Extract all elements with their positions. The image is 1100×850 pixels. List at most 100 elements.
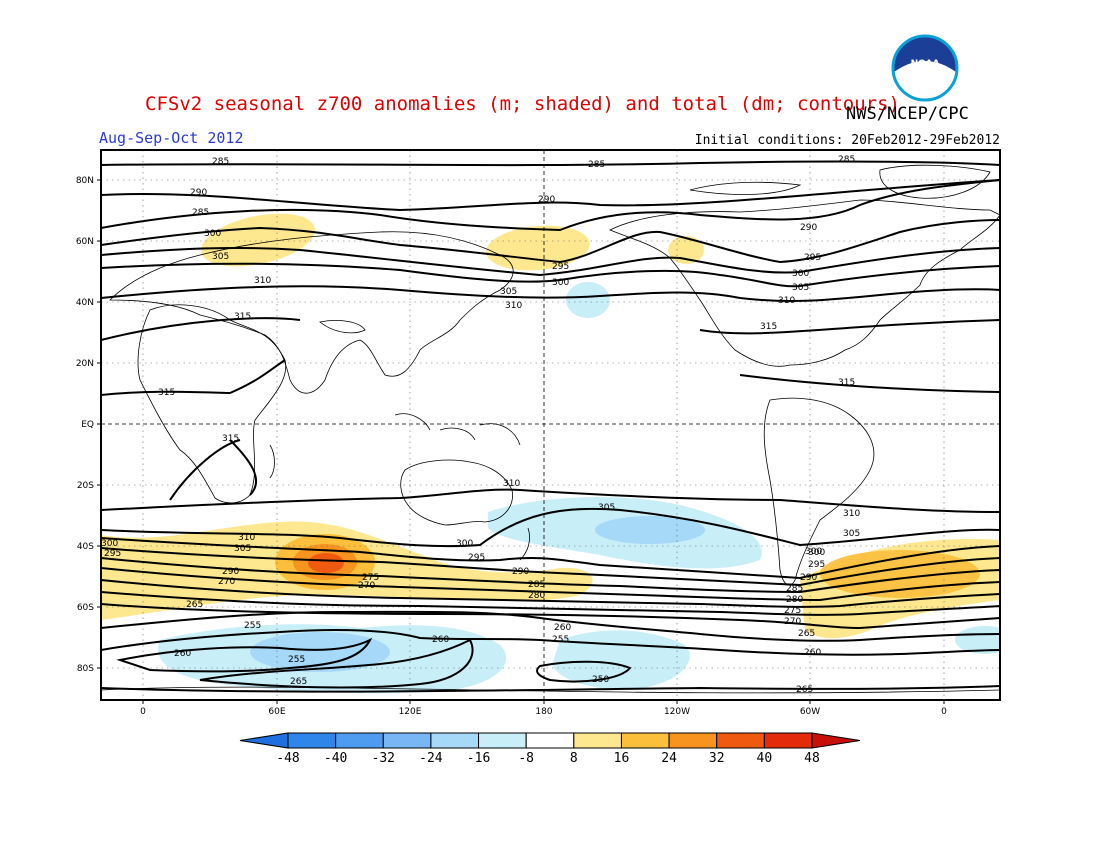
lat-ticks	[97, 179, 101, 669]
contour-label: 260	[174, 649, 191, 659]
contour-label: 285	[838, 155, 855, 165]
colorbar-label: 48	[804, 751, 820, 766]
contour-label: 310	[505, 301, 522, 311]
contour-label: 255	[552, 635, 569, 645]
lon-label: 120E	[399, 707, 422, 717]
lat-label: 20N	[76, 359, 94, 369]
lon-label: 0	[941, 707, 947, 717]
longitude-labels: 0 60E 120E 180 120W 60W 0	[140, 707, 947, 717]
colorbar-swatch	[430, 732, 480, 749]
figure-title: CFSv2 seasonal z700 anomalies (m; shaded…	[145, 93, 900, 115]
colorbar-swatch	[525, 732, 575, 749]
contour-label: 285	[192, 208, 209, 218]
contour-label: 285	[786, 584, 803, 594]
colorbar-label: -40	[324, 751, 347, 766]
lon-label: 120W	[664, 707, 690, 717]
contour-label: 300	[808, 548, 825, 558]
contour-label: 250	[592, 675, 609, 685]
colorbar-label: -16	[467, 751, 490, 766]
contour-label: 315	[158, 388, 175, 398]
contour-label: 260	[804, 648, 821, 658]
contour-label: 310	[843, 509, 860, 519]
contour-label: 300	[204, 229, 221, 239]
colorbar-swatch	[335, 732, 384, 749]
contour-label: 310	[503, 479, 520, 489]
latitude-labels: 80N 60N 40N 20N EQ 20S 40S 60S 80S	[76, 176, 94, 674]
lat-label: 80N	[76, 176, 94, 186]
contour-label: 290	[512, 567, 529, 577]
contour-label: 265	[798, 629, 815, 639]
lat-label: 80S	[77, 664, 94, 674]
contour-label: 305	[500, 287, 517, 297]
colorbar-label: -24	[419, 751, 443, 766]
contour-label: 300	[552, 278, 569, 288]
contour-label: 290	[190, 188, 207, 198]
colorbar-label: 32	[709, 751, 725, 766]
contour-label: 305	[792, 283, 809, 293]
colorbar-label: 24	[661, 751, 677, 766]
colorbar-swatch	[239, 732, 289, 749]
contour-label: 290	[800, 223, 817, 233]
map-frame	[100, 149, 1001, 701]
contour-label: 295	[104, 549, 121, 559]
contour-label: 290	[222, 567, 239, 577]
contour-label: 305	[843, 529, 860, 539]
contour-label: 270	[218, 577, 235, 587]
lon-ticks	[142, 700, 945, 704]
contour-label: 315	[838, 378, 855, 388]
contour-label: 310	[778, 296, 795, 306]
contour-label: 315	[222, 434, 239, 444]
lat-label: 40N	[76, 298, 94, 308]
contour-label: 280	[786, 595, 803, 605]
lat-label: 40S	[77, 542, 94, 552]
contour-label: 300	[805, 547, 822, 557]
contour-label: 315	[234, 312, 251, 322]
contour-label: 265	[186, 600, 203, 610]
noaa-logo: NOAA	[891, 34, 959, 102]
lon-label: 180	[535, 707, 552, 717]
contour-label: 285	[528, 580, 545, 590]
initial-conditions-label: Initial conditions: 20Feb2012-29Feb2012	[695, 133, 1000, 148]
contour-label: 255	[288, 655, 305, 665]
colorbar-label: -32	[372, 751, 395, 766]
contour-label: 290	[800, 573, 817, 583]
contour-label: 315	[760, 322, 777, 332]
contour-label: 300	[792, 269, 809, 279]
contour-label: 310	[238, 533, 255, 543]
contour-label: 295	[468, 553, 485, 563]
colorbar-label: -48	[276, 751, 299, 766]
contour-label: 300	[456, 539, 473, 549]
colorbar-label: 40	[757, 751, 773, 766]
colorbar: -48 -40 -32 -24 -16 -8 8 16 24 32 40 48	[239, 732, 861, 766]
map-area: 285 285 285 290 290 290 285 300 305 310 …	[101, 150, 1000, 700]
contour-label: 260	[554, 623, 571, 633]
colorbar-swatch	[716, 732, 765, 749]
contour-label: 275	[362, 573, 379, 583]
contour-label: 300	[101, 539, 118, 549]
contour-label: 285	[212, 157, 229, 167]
contour-label: 270	[784, 617, 801, 627]
contour-label: 310	[254, 276, 271, 286]
season-label: Aug-Sep-Oct 2012	[99, 129, 244, 147]
colorbar-swatch	[382, 732, 432, 749]
colorbar-swatch	[620, 732, 670, 749]
contour-label: 305	[212, 252, 229, 262]
contour-label: 295	[552, 262, 569, 272]
contour-label: 260	[432, 635, 449, 645]
contour-label: 285	[588, 160, 605, 170]
colorbar-swatch	[478, 732, 527, 749]
graticule	[101, 150, 1000, 700]
lat-label: 20S	[77, 481, 94, 491]
lat-label: 60N	[76, 237, 94, 247]
colorbar-swatch	[573, 732, 622, 749]
contour-label: 265	[796, 685, 813, 695]
contour-label: 305	[598, 503, 615, 513]
contour-label: 290	[538, 195, 555, 205]
noaa-logo-text: NOAA	[911, 59, 940, 69]
contour-label: 295	[804, 253, 821, 263]
agency-label: NWS/NCEP/CPC	[846, 104, 969, 124]
colorbar-swatch	[811, 732, 861, 749]
contour-label: 305	[234, 544, 251, 554]
lon-label: 60E	[268, 707, 285, 717]
